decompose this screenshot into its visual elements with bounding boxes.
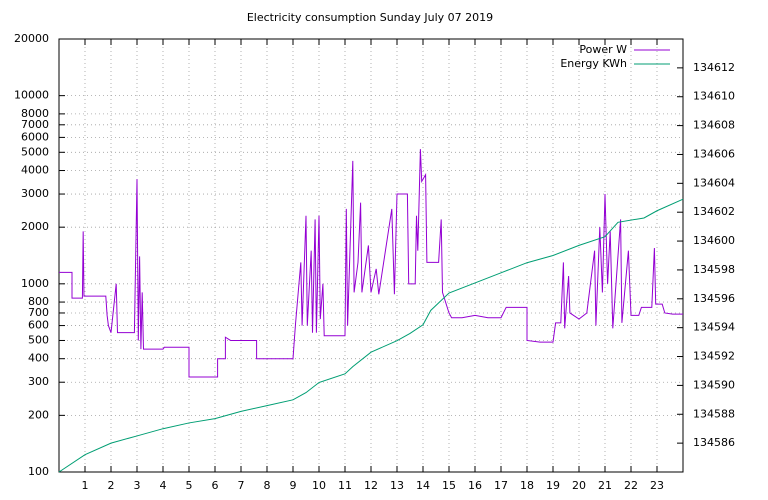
y-tick-label: 800 bbox=[28, 295, 49, 308]
y2-tick-label: 134586 bbox=[693, 436, 735, 449]
x-tick-label: 12 bbox=[364, 479, 378, 492]
y2-tick-label: 134610 bbox=[693, 90, 735, 103]
y2-tick-label: 134608 bbox=[693, 119, 735, 132]
y-tick-label: 1000 bbox=[21, 277, 49, 290]
x-tick-label: 6 bbox=[212, 479, 219, 492]
x-tick-label: 17 bbox=[494, 479, 508, 492]
legend-label: Power W bbox=[579, 43, 627, 56]
y-tick-label: 400 bbox=[28, 352, 49, 365]
y2-tick-label: 134598 bbox=[693, 263, 735, 276]
x-tick-label: 9 bbox=[290, 479, 297, 492]
x-tick-label: 1 bbox=[82, 479, 89, 492]
x-tick-label: 10 bbox=[312, 479, 326, 492]
x-tick-label: 19 bbox=[546, 479, 560, 492]
series-line bbox=[59, 149, 683, 378]
x-tick-label: 2 bbox=[108, 479, 115, 492]
y-tick-label: 5000 bbox=[21, 145, 49, 158]
plot-border bbox=[58, 38, 684, 473]
x-tick-label: 4 bbox=[160, 479, 167, 492]
y-tick-label: 3000 bbox=[21, 187, 49, 200]
y-tick-label: 2000 bbox=[21, 220, 49, 233]
legend-label: Energy KWh bbox=[560, 57, 627, 70]
y2-tick-label: 134590 bbox=[693, 378, 735, 391]
x-tick-label: 23 bbox=[650, 479, 664, 492]
x-tick-label: 14 bbox=[416, 479, 430, 492]
y2-tick-label: 134594 bbox=[693, 321, 735, 334]
y2-tick-label: 134600 bbox=[693, 234, 735, 247]
y-tick-label: 8000 bbox=[21, 107, 49, 120]
series-line bbox=[58, 198, 684, 473]
y2-tick-label: 134602 bbox=[693, 205, 735, 218]
y2-tick-label: 134588 bbox=[693, 407, 735, 420]
x-tick-label: 8 bbox=[264, 479, 271, 492]
x-tick-label: 13 bbox=[390, 479, 404, 492]
x-tick-label: 11 bbox=[338, 479, 352, 492]
x-tick-label: 16 bbox=[468, 479, 482, 492]
x-tick-label: 3 bbox=[134, 479, 141, 492]
y2-tick-label: 134596 bbox=[693, 292, 735, 305]
y2-tick-label: 134604 bbox=[693, 176, 735, 189]
y-tick-label: 7000 bbox=[21, 118, 49, 131]
chart-title: Electricity consumption Sunday July 07 2… bbox=[247, 11, 493, 24]
x-tick-label: 5 bbox=[186, 479, 193, 492]
y-tick-label: 200 bbox=[28, 408, 49, 421]
y-tick-label: 20000 bbox=[14, 32, 49, 45]
x-tick-label: 22 bbox=[624, 479, 638, 492]
x-tick-label: 7 bbox=[238, 479, 245, 492]
x-tick-label: 21 bbox=[598, 479, 612, 492]
y-tick-label: 6000 bbox=[21, 130, 49, 143]
y-tick-label: 300 bbox=[28, 375, 49, 388]
y-tick-label: 100 bbox=[28, 465, 49, 478]
x-tick-label: 20 bbox=[572, 479, 586, 492]
y2-tick-label: 134592 bbox=[693, 350, 735, 363]
x-tick-label: 18 bbox=[520, 479, 534, 492]
y2-tick-label: 134606 bbox=[693, 147, 735, 160]
y-tick-label: 600 bbox=[28, 319, 49, 332]
y-tick-label: 10000 bbox=[14, 89, 49, 102]
x-tick-label: 15 bbox=[442, 479, 456, 492]
y-tick-label: 500 bbox=[28, 333, 49, 346]
y-tick-label: 700 bbox=[28, 306, 49, 319]
y-tick-label: 4000 bbox=[21, 164, 49, 177]
y2-tick-label: 134612 bbox=[693, 61, 735, 74]
